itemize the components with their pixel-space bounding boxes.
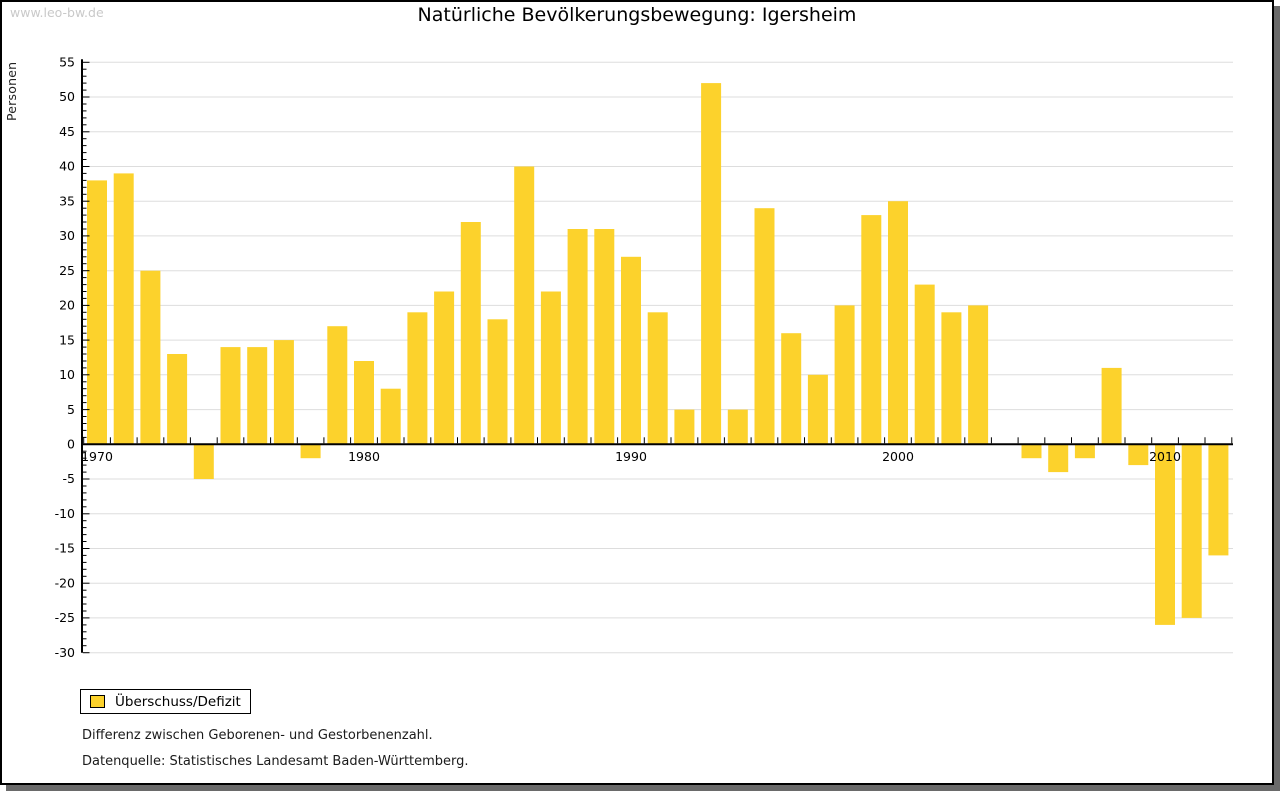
bar-1975: [220, 347, 241, 445]
bar-1992: [674, 409, 695, 445]
x-tick-label-2000: 2000: [882, 449, 914, 464]
y-tick-label: -15: [55, 541, 75, 556]
bar-1988: [567, 229, 588, 445]
bar-chart-plot: -30 -25 -20 -15 -10 -5 0 5 10 15 20 25 30 35 40 45 50 55 1…: [55, 55, 1233, 660]
y-tick-label: -30: [55, 645, 75, 660]
y-tick-label: 5: [67, 402, 75, 417]
bar-1984: [460, 222, 481, 445]
y-tick-label: 30: [59, 228, 75, 243]
footnote-description: Differenz zwischen Geborenen- und Gestor…: [82, 728, 433, 743]
y-tick-label: 15: [59, 332, 75, 347]
x-tick-label-1980: 1980: [348, 449, 380, 464]
bar-1972: [140, 270, 161, 445]
bar-2011: [1181, 444, 1202, 618]
y-tick-label: 0: [67, 437, 75, 452]
bar-1997: [807, 374, 828, 445]
bar-1993: [701, 83, 722, 445]
bar-1999: [861, 215, 882, 445]
y-tick-label: 55: [59, 55, 75, 70]
bar-2002: [941, 312, 962, 445]
bar-1976: [247, 347, 268, 445]
bar-1998: [834, 305, 855, 445]
bar-2008: [1101, 367, 1122, 445]
y-tick-label: 25: [59, 263, 75, 278]
bar-1979: [327, 326, 348, 445]
y-tick-label: -5: [63, 471, 75, 486]
y-tick-label: -25: [55, 610, 75, 625]
bar-2001: [914, 284, 935, 445]
bar-2007: [1074, 444, 1095, 459]
chart-title: Natürliche Bevölkerungsbewegung: Igershe…: [417, 4, 857, 26]
y-tick-label: 10: [59, 367, 75, 382]
site-watermark: www.leo-bw.de: [10, 5, 104, 20]
legend-label: Überschuss/Defizit: [115, 693, 241, 710]
bar-2003: [968, 305, 989, 445]
y-tick-label: -10: [55, 506, 75, 521]
bar-1990: [621, 256, 641, 445]
y-tick-label: -20: [55, 575, 75, 590]
bar-1989: [594, 229, 615, 445]
bar-1970: [87, 180, 107, 445]
bar-1981: [380, 388, 401, 445]
bar-1973: [167, 354, 188, 445]
bar-1982: [407, 312, 428, 445]
y-tick-label: 35: [59, 193, 75, 208]
bar-2006: [1048, 444, 1069, 473]
bar-1996: [781, 333, 802, 445]
y-tick-label: 45: [59, 124, 75, 139]
bar-1995: [754, 208, 775, 445]
bar-1985: [487, 319, 508, 445]
y-tick-label: 50: [59, 89, 75, 104]
legend-swatch: [90, 695, 105, 708]
bar-1994: [727, 409, 748, 445]
x-tick-label-1990: 1990: [615, 449, 647, 464]
bar-1978: [300, 444, 321, 459]
bar-2009: [1128, 444, 1149, 466]
bar-1986: [514, 166, 535, 445]
footnote-source: Datenquelle: Statistisches Landesamt Bad…: [82, 754, 469, 769]
x-tick-label-1970: 1970: [81, 449, 113, 464]
y-tick-label: 40: [59, 159, 75, 174]
legend: Überschuss/Defizit: [80, 689, 251, 714]
bar-1980: [354, 361, 374, 445]
bar-2012: [1208, 444, 1229, 556]
bar-1974: [193, 444, 214, 479]
page-shadow-right: [1274, 6, 1280, 791]
bar-1983: [434, 291, 455, 445]
bar-1971: [113, 173, 134, 445]
bar-2005: [1021, 444, 1042, 459]
bar-1977: [273, 340, 294, 445]
x-tick-label-2010: 2010: [1149, 449, 1181, 464]
bar-2010: [1155, 444, 1175, 625]
page-shadow-bottom: [6, 785, 1280, 791]
bar-2000: [888, 201, 908, 445]
bar-1991: [647, 312, 668, 445]
bar-1987: [540, 291, 561, 445]
y-tick-label: 20: [59, 298, 75, 313]
